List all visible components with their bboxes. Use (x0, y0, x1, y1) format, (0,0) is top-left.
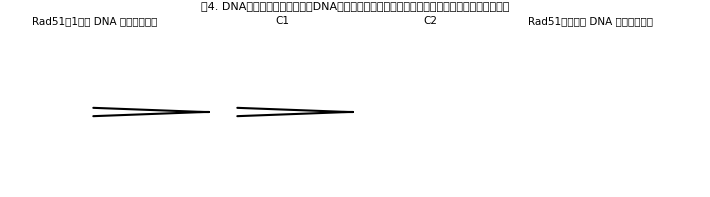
Text: C2: C2 (423, 16, 437, 26)
Text: C1: C1 (275, 16, 289, 26)
Text: Rad51・1本鎖 DNA フィラメント: Rad51・1本鎖 DNA フィラメント (33, 16, 158, 26)
Text: 図4. DNA鎖交換反応における、DNA鎖と活性中心を形成するアミノ酸残基のシミュレーション: 図4. DNA鎖交換反応における、DNA鎖と活性中心を形成するアミノ酸残基のシミ… (201, 1, 509, 11)
Text: Rad51・二重鎖 DNA フィラメント: Rad51・二重鎖 DNA フィラメント (528, 16, 652, 26)
